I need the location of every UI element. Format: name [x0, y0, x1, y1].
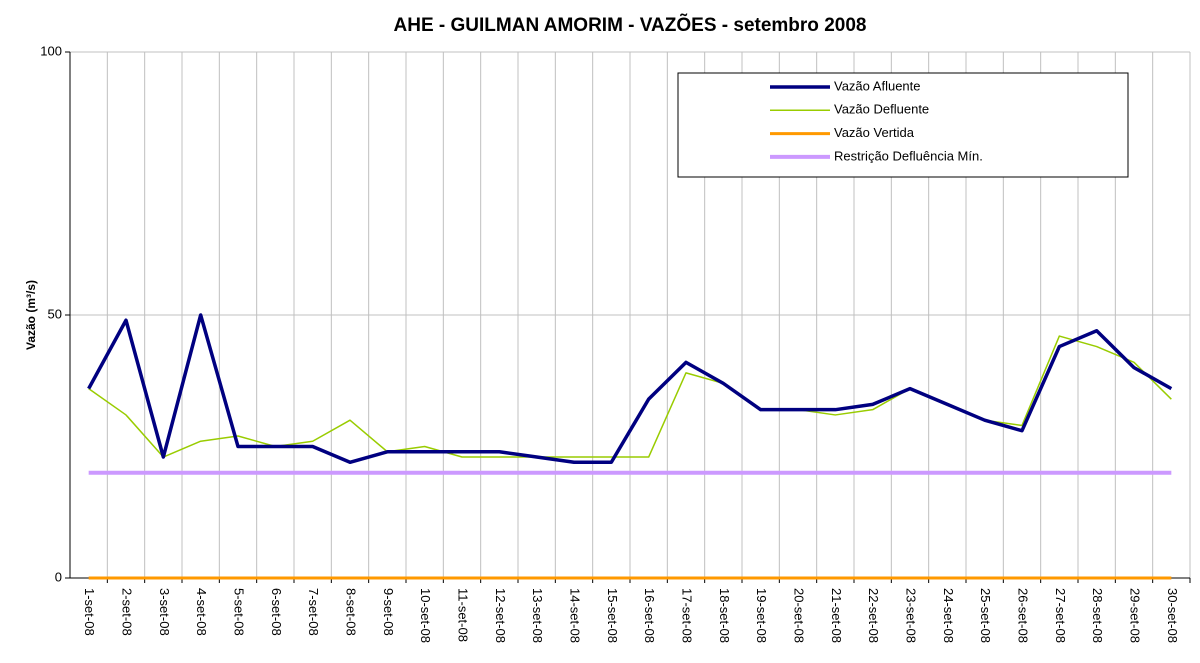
x-tick-label: 11-set-08 — [456, 588, 471, 642]
x-tick-label: 10-set-08 — [418, 588, 433, 643]
y-axis-label: Vazão (m³/s) — [24, 280, 38, 350]
x-tick-label: 29-set-08 — [1128, 588, 1143, 643]
legend-label: Vazão Defluente — [834, 102, 929, 117]
x-tick-label: 4-set-08 — [194, 588, 209, 636]
x-tick-label: 6-set-08 — [269, 588, 284, 636]
y-tick-label: 0 — [55, 569, 62, 584]
chart-title: AHE - GUILMAN AMORIM - VAZÕES - setembro… — [394, 14, 867, 36]
legend-label: Restrição Defluência Mín. — [834, 148, 983, 163]
x-tick-label: 8-set-08 — [344, 588, 359, 636]
x-tick-label: 26-set-08 — [1016, 588, 1031, 643]
x-tick-label: 25-set-08 — [978, 588, 993, 643]
x-tick-label: 3-set-08 — [157, 588, 172, 636]
x-tick-label: 18-set-08 — [717, 588, 732, 643]
x-tick-label: 2-set-08 — [120, 588, 135, 636]
x-tick-label: 15-set-08 — [605, 588, 620, 643]
y-tick-label: 50 — [48, 306, 62, 321]
x-tick-label: 5-set-08 — [232, 588, 247, 636]
x-tick-label: 7-set-08 — [306, 588, 321, 636]
x-tick-label: 16-set-08 — [642, 588, 657, 643]
x-tick-label: 30-set-08 — [1165, 588, 1180, 643]
x-tick-label: 1-set-08 — [82, 588, 97, 636]
x-tick-label: 24-set-08 — [941, 588, 956, 643]
x-tick-label: 13-set-08 — [530, 588, 545, 643]
x-tick-label: 27-set-08 — [1053, 588, 1068, 643]
x-tick-label: 21-set-08 — [829, 588, 844, 643]
x-tick-label: 9-set-08 — [381, 588, 396, 636]
x-tick-label: 12-set-08 — [493, 588, 508, 643]
x-tick-label: 28-set-08 — [1090, 588, 1105, 643]
series-line — [87, 313, 1173, 465]
x-tick-label: 17-set-08 — [680, 588, 695, 643]
legend-label: Vazão Afluente — [834, 78, 921, 93]
x-tick-label: 20-set-08 — [792, 588, 807, 643]
legend-box — [677, 72, 1129, 178]
y-tick-label: 100 — [40, 43, 62, 58]
x-tick-label: 23-set-08 — [904, 588, 919, 643]
x-tick-label: 22-set-08 — [866, 588, 881, 643]
legend-label: Vazão Vertida — [834, 125, 915, 140]
x-tick-label: 14-set-08 — [568, 588, 583, 643]
x-tick-label: 19-set-08 — [754, 588, 769, 643]
